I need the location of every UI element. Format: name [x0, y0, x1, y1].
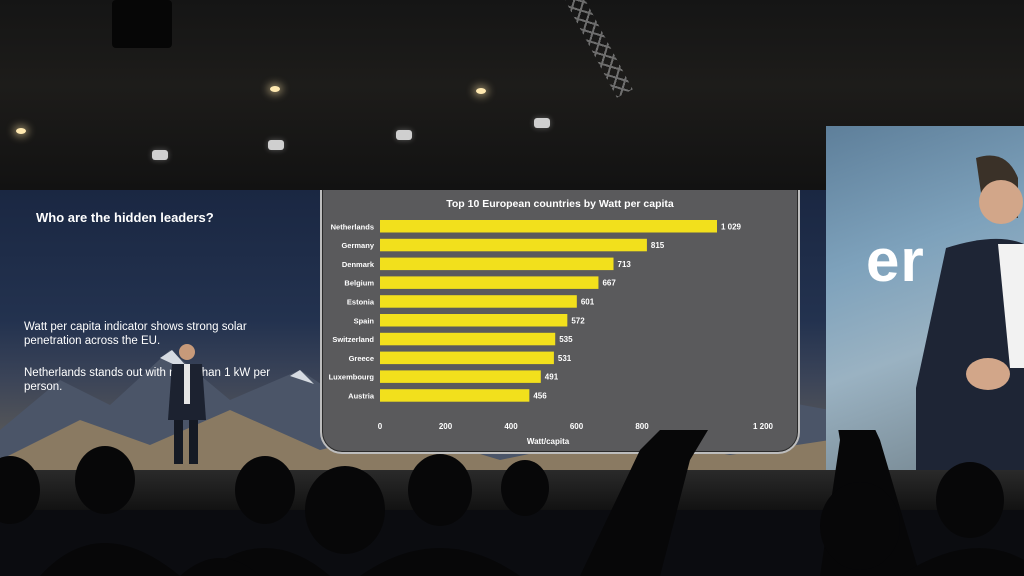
presenter-figure	[168, 344, 206, 464]
bar	[380, 389, 530, 402]
category-label: Austria	[348, 391, 375, 400]
side-screen: er	[826, 126, 1024, 486]
value-label: 456	[533, 391, 547, 400]
ceiling-light	[270, 86, 280, 92]
x-tick-label: 400	[504, 422, 518, 431]
category-label: Germany	[341, 241, 374, 250]
x-tick-label: 0	[378, 422, 383, 431]
lighting-truss	[565, 0, 633, 98]
spotlight	[268, 140, 284, 150]
x-tick-label: 1 200	[753, 422, 774, 431]
bar	[380, 370, 541, 383]
x-axis-ticks: 0 200 400 600 800 1 200	[378, 422, 774, 431]
audience-silhouettes	[0, 430, 1024, 576]
spotlight	[396, 130, 412, 140]
value-label: 491	[545, 373, 559, 382]
value-label: 667	[602, 279, 616, 288]
chart-panel: Top 10 European countries by Watt per ca…	[320, 190, 800, 454]
hanging-speaker	[112, 0, 172, 48]
side-screen-text: er	[866, 227, 925, 294]
spotlight	[534, 118, 550, 128]
bar	[380, 257, 614, 271]
bar-chart: Top 10 European countries by Watt per ca…	[329, 198, 774, 446]
slide-paragraph: Watt per capita indicator shows strong s…	[24, 321, 247, 347]
bar	[380, 351, 554, 365]
slide-paragraph: Netherlands stands out with more than 1 …	[24, 367, 271, 393]
category-label: Luxembourg	[329, 373, 375, 382]
value-label: 535	[559, 335, 573, 344]
x-tick-label: 200	[439, 422, 453, 431]
category-label: Estonia	[347, 297, 375, 306]
chart-title: Top 10 European countries by Watt per ca…	[446, 198, 674, 210]
bar	[380, 332, 556, 346]
category-label: Denmark	[342, 260, 375, 269]
ceiling	[0, 0, 1024, 190]
value-label: 713	[618, 260, 632, 269]
bar	[380, 276, 599, 289]
bars-group: Netherlands 1 029 Germany 815 Denmark 713 Belg…	[329, 220, 742, 402]
value-label: 1 029	[721, 222, 742, 231]
value-label: 531	[558, 354, 572, 363]
category-label: Netherlands	[331, 222, 374, 231]
value-label: 815	[651, 241, 665, 250]
spotlight	[152, 150, 168, 160]
ceiling-light	[476, 88, 486, 94]
bar	[380, 220, 717, 233]
category-label: Belgium	[344, 279, 374, 288]
x-axis-label: Watt/capita	[527, 437, 570, 446]
presenter-closeup	[916, 155, 1024, 486]
category-label: Switzerland	[332, 335, 374, 344]
slide-title: Who are the hidden leaders?	[36, 210, 214, 225]
value-label: 601	[581, 297, 595, 306]
category-label: Spain	[354, 316, 375, 325]
x-tick-label: 600	[570, 422, 584, 431]
bar	[380, 314, 568, 327]
bar	[380, 295, 577, 308]
ceiling-light	[16, 128, 26, 134]
value-label: 572	[571, 316, 585, 325]
bar	[380, 238, 647, 252]
category-label: Greece	[349, 354, 374, 363]
x-tick-label: 800	[635, 422, 649, 431]
